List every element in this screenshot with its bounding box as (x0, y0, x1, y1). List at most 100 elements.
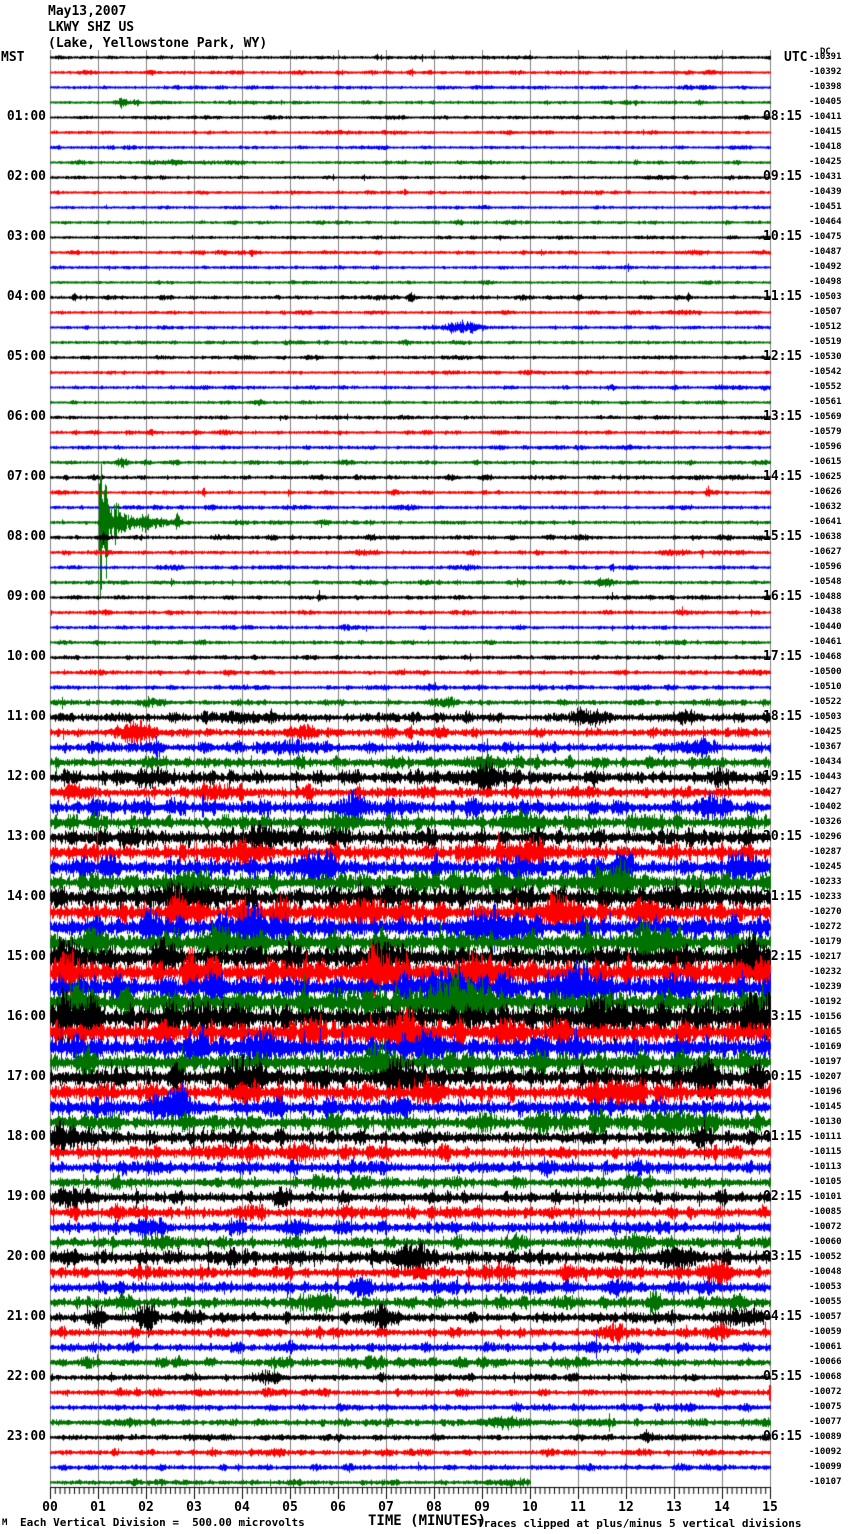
dc-offset-value: -10270 (809, 907, 842, 917)
dc-offset-value: -10367 (809, 742, 842, 752)
utc-hour-label: 03:15 (763, 1249, 803, 1264)
dc-offset-value: -10057 (809, 1312, 842, 1322)
dc-offset-value: -10451 (809, 202, 842, 212)
dc-offset-value: -10548 (809, 577, 842, 587)
utc-hour-label: 10:15 (763, 229, 803, 244)
mst-hour-label: 21:00 (6, 1309, 46, 1324)
mst-hour-label: 10:00 (6, 649, 46, 664)
dc-offset-value: -10530 (809, 352, 842, 362)
utc-hour-label: 11:15 (763, 289, 803, 304)
dc-offset-value: -10105 (809, 1177, 842, 1187)
utc-hour-label: 18:15 (763, 709, 803, 724)
dc-offset-value: -10425 (809, 727, 842, 737)
mst-hour-label: 23:00 (6, 1429, 46, 1444)
dc-offset-value: -10561 (809, 397, 842, 407)
dc-offset-value: -10427 (809, 787, 842, 797)
dc-offset-value: -10434 (809, 757, 842, 767)
dc-offset-value: -10156 (809, 1012, 842, 1022)
dc-offset-value: -10066 (809, 1357, 842, 1367)
dc-offset-value: -10418 (809, 142, 842, 152)
dc-offset-value: -10245 (809, 862, 842, 872)
x-axis-title: TIME (MINUTES) (368, 1513, 487, 1529)
dc-offset-value: -10468 (809, 652, 842, 662)
dc-offset-value: -10392 (809, 67, 842, 77)
dc-offset-value: -10092 (809, 1447, 842, 1457)
utc-hour-label: 20:15 (763, 829, 803, 844)
dc-offset-value: -10232 (809, 967, 842, 977)
dc-offset-value: -10596 (809, 442, 842, 452)
dc-offset-value: -10500 (809, 667, 842, 677)
dc-offset-value: -10053 (809, 1282, 842, 1292)
dc-offset-value: -10060 (809, 1237, 842, 1247)
minute-tick-label: 04 (234, 1500, 250, 1515)
dc-offset-value: -10638 (809, 532, 842, 542)
dc-offset-value: -10272 (809, 922, 842, 932)
dc-offset-value: -10207 (809, 1072, 842, 1082)
minute-tick-label: 07 (378, 1500, 394, 1515)
dc-offset-value: -10085 (809, 1207, 842, 1217)
mst-hour-label: 20:00 (6, 1249, 46, 1264)
mst-hour-label: 11:00 (6, 709, 46, 724)
dc-offset-value: -10522 (809, 697, 842, 707)
mst-hour-label: 03:00 (6, 229, 46, 244)
mst-hour-label: 12:00 (6, 769, 46, 784)
dc-offset-value: -10632 (809, 502, 842, 512)
dc-offset-value: -10061 (809, 1342, 842, 1352)
utc-hour-label: 15:15 (763, 529, 803, 544)
dc-offset-value: -10233 (809, 892, 842, 902)
dc-offset-value: -10569 (809, 412, 842, 422)
utc-hour-label: 22:15 (763, 949, 803, 964)
minute-tick-label: 10 (522, 1500, 538, 1515)
dc-offset-value: -10475 (809, 232, 842, 242)
utc-hour-label: 00:15 (763, 1069, 803, 1084)
mst-hour-label: 01:00 (6, 109, 46, 124)
mst-hour-label: 15:00 (6, 949, 46, 964)
dc-offset-value: -10464 (809, 217, 842, 227)
utc-hour-label: 02:15 (763, 1189, 803, 1204)
dc-offset-value: -10089 (809, 1432, 842, 1442)
dc-offset-value: -10552 (809, 382, 842, 392)
dc-offset-value: -10425 (809, 157, 842, 167)
minute-tick-label: 14 (714, 1500, 730, 1515)
dc-offset-value: -10439 (809, 187, 842, 197)
minute-tick-label: 08 (426, 1500, 442, 1515)
mst-hour-label: 19:00 (6, 1189, 46, 1204)
dc-offset-value: -10326 (809, 817, 842, 827)
dc-offset-value: -10197 (809, 1057, 842, 1067)
dc-offset-value: -10055 (809, 1297, 842, 1307)
dc-offset-value: -10415 (809, 127, 842, 137)
utc-hour-label: 23:15 (763, 1009, 803, 1024)
dc-offset-value: -10048 (809, 1267, 842, 1277)
utc-hour-label: 14:15 (763, 469, 803, 484)
dc-offset-value: -10196 (809, 1087, 842, 1097)
dc-offset-value: -10287 (809, 847, 842, 857)
dc-offset-value: -10443 (809, 772, 842, 782)
dc-offset-value: -10115 (809, 1147, 842, 1157)
dc-offset-value: -10068 (809, 1372, 842, 1382)
utc-hour-label: 06:15 (763, 1429, 803, 1444)
dc-offset-value: -10398 (809, 82, 842, 92)
utc-hour-label: 05:15 (763, 1369, 803, 1384)
dc-offset-value: -10113 (809, 1162, 842, 1172)
utc-hour-label: 16:15 (763, 589, 803, 604)
dc-offset-value: -10492 (809, 262, 842, 272)
dc-offset-value: -10233 (809, 877, 842, 887)
utc-hour-label: 01:15 (763, 1129, 803, 1144)
dc-offset-value: -10075 (809, 1402, 842, 1412)
minute-tick-label: 02 (138, 1500, 154, 1515)
minute-tick-label: 05 (282, 1500, 298, 1515)
minute-tick-label: 09 (474, 1500, 490, 1515)
minute-tick-label: 11 (570, 1500, 586, 1515)
dc-offset-value: -10165 (809, 1027, 842, 1037)
dc-offset-value: -10641 (809, 517, 842, 527)
dc-offset-value: -10488 (809, 592, 842, 602)
dc-offset-value: -10503 (809, 712, 842, 722)
dc-offset-value: -10625 (809, 472, 842, 482)
dc-offset-value: -10101 (809, 1192, 842, 1202)
dc-offset-value: -10542 (809, 367, 842, 377)
minute-tick-label: 15 (762, 1500, 778, 1515)
mst-hour-label: 07:00 (6, 469, 46, 484)
dc-offset-value: -10052 (809, 1252, 842, 1262)
